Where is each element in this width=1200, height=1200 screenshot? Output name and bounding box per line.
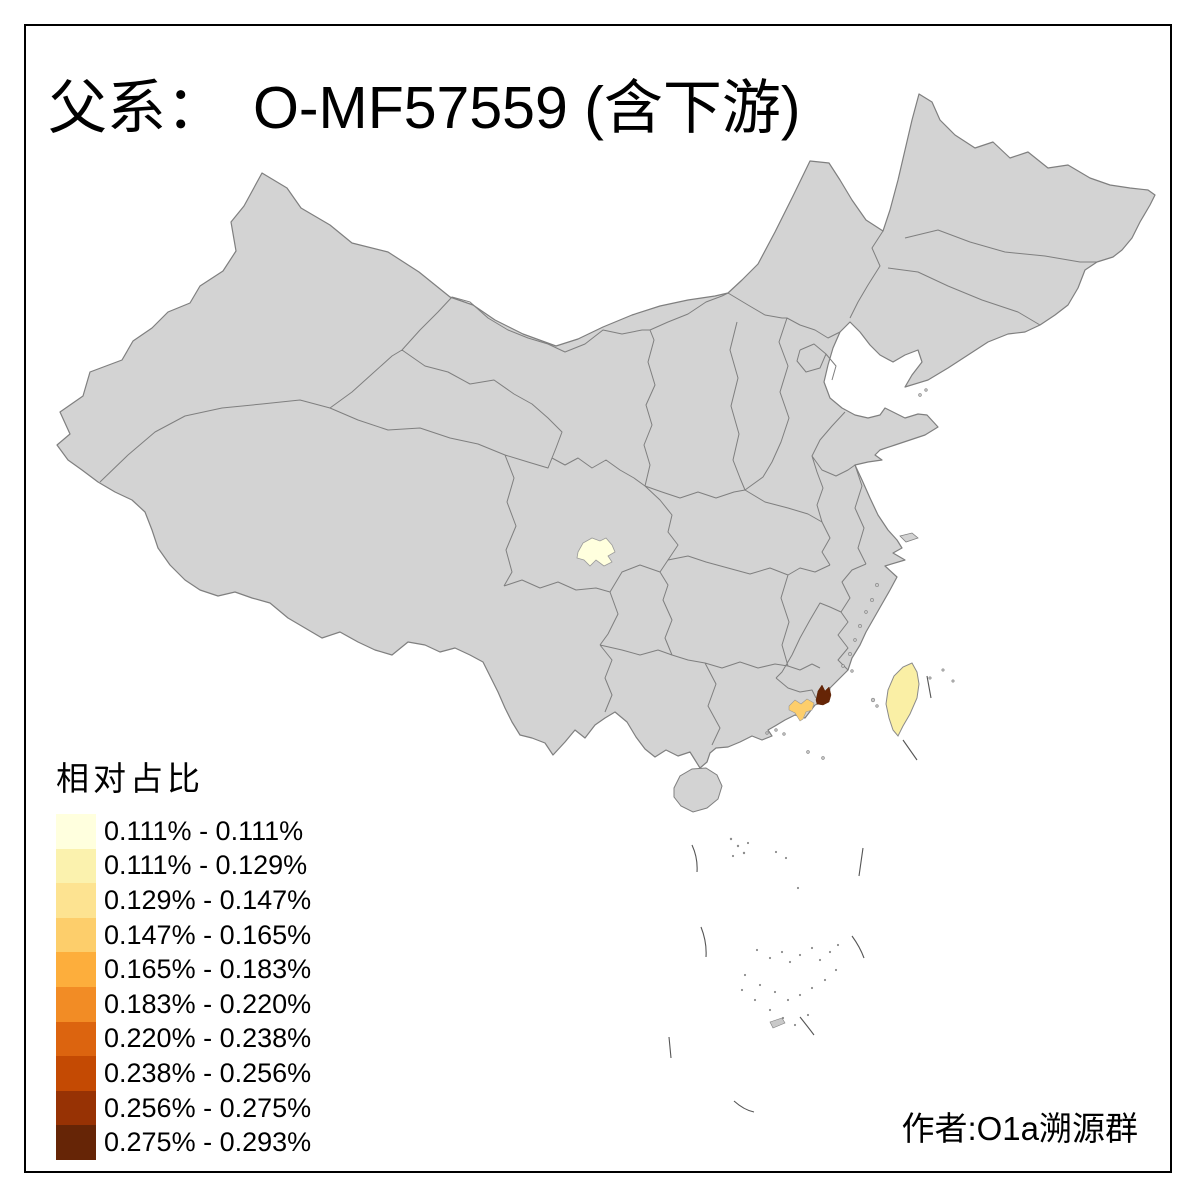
map-region-chengdu: [576, 537, 616, 567]
map-region-chaoshan-west: [788, 698, 815, 722]
legend-item: 0.220% - 0.238%: [56, 1021, 312, 1057]
legend-swatch: [56, 1021, 96, 1057]
legend-label: 0.111% - 0.111%: [104, 815, 304, 846]
chongming-island-shape: [899, 532, 919, 543]
legend-item: 0.165% - 0.183%: [56, 952, 311, 987]
legend-label: 0.275% - 0.293%: [104, 1127, 312, 1158]
map-region-taiwan: [885, 662, 920, 737]
legend-swatch: [56, 1056, 96, 1091]
legend-swatch: [56, 814, 96, 849]
attribution-text: 作者:O1a溯源群: [901, 1110, 1138, 1147]
legend-item: 0.238% - 0.256%: [56, 1056, 311, 1091]
legend-label: 0.165% - 0.183%: [104, 954, 312, 985]
legend-swatch: [56, 1090, 96, 1126]
legend-label: 0.111% - 0.129%: [104, 850, 308, 881]
legend-item: 0.111% - 0.111%: [56, 814, 311, 849]
legend-item: 0.129% - 0.147%: [56, 883, 311, 918]
legend-swatch: [56, 883, 96, 918]
legend-label: 0.183% - 0.220%: [104, 988, 312, 1019]
nine-dash-line: [668, 675, 932, 1113]
legend-swatch: [56, 986, 96, 1022]
south-china-sea-islands: [729, 837, 840, 1027]
title-prefix: 父系：: [48, 75, 226, 141]
legend-swatch: [56, 1125, 96, 1160]
province-borders: [99, 229, 1097, 746]
legend-item: 0.275% - 0.293%: [56, 1125, 311, 1160]
legend-label: 0.129% - 0.147%: [104, 884, 312, 915]
title-main: O-MF57559 (含下游): [253, 75, 801, 141]
legend-swatch: [56, 952, 96, 987]
coastal-islands: [765, 388, 955, 760]
legend-label: 0.147% - 0.165%: [104, 919, 312, 950]
spratly-islet-shape: [769, 1017, 786, 1029]
hainan-island-shape: [673, 767, 723, 813]
legend-swatch: [56, 917, 96, 953]
map-region-chaoshan-east: [815, 684, 832, 706]
legend-item: 0.256% - 0.275%: [56, 1090, 312, 1126]
legend-item: 0.183% - 0.220%: [56, 986, 312, 1022]
legend-item: 0.111% - 0.129%: [56, 848, 311, 884]
legend-swatch: [56, 848, 96, 884]
legend-label: 0.256% - 0.275%: [104, 1092, 312, 1123]
plot-frame-border: [24, 24, 1172, 1173]
page-title: 父系： O-MF57559 (含下游): [48, 60, 801, 145]
legend-label: 0.238% - 0.256%: [104, 1057, 312, 1088]
legend-label: 0.220% - 0.238%: [104, 1023, 312, 1054]
legend-title: 相对占比: [56, 762, 204, 798]
legend: 相对占比 0.111% - 0.111% 0.111% - 0.129% 0.1…: [56, 752, 311, 1160]
legend-item: 0.147% - 0.165%: [56, 917, 312, 953]
